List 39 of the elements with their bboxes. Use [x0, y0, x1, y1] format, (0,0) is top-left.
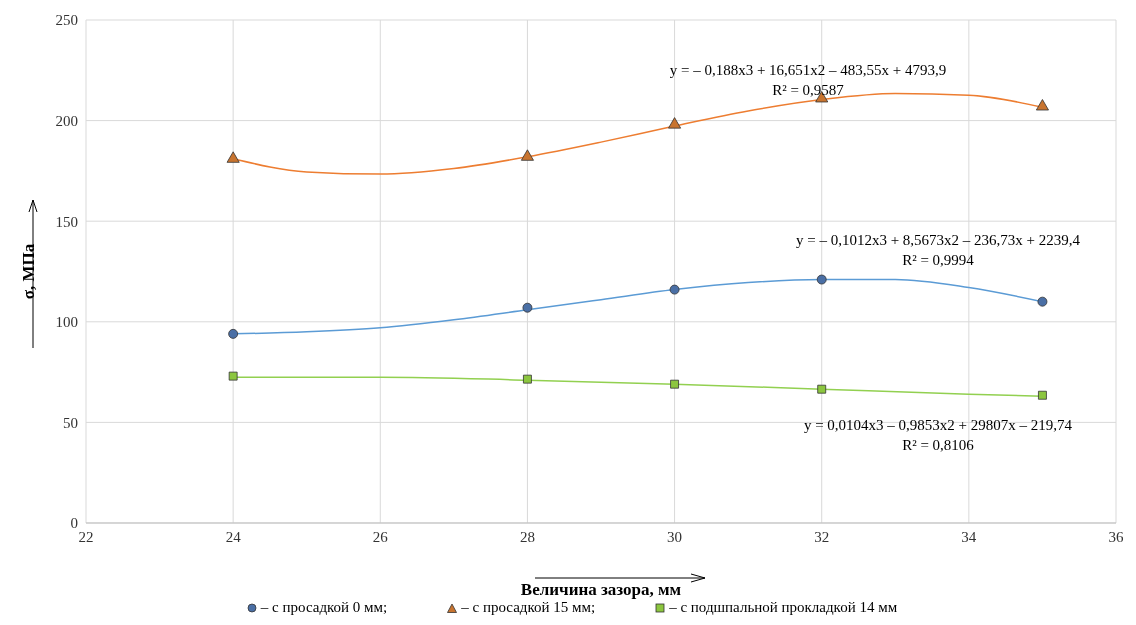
y-tick-label: 150 — [55, 213, 78, 230]
point — [669, 284, 680, 295]
x-axis-title: Величина зазора, мм — [520, 580, 682, 599]
annotation: y = 0,0104x3 – 0,9853x2 + 29807x – 219,74 — [803, 417, 1073, 434]
point — [522, 302, 533, 313]
legend-label: – с просадкой 15 мм; — [460, 599, 596, 616]
annotation: R² = 0,9994 — [902, 252, 974, 269]
point — [668, 117, 682, 129]
x-tick-label: 28 — [519, 528, 535, 545]
annotation: R² = 0,8106 — [902, 437, 974, 454]
x-tick-label: 34 — [961, 528, 977, 545]
y-tick-label: 50 — [63, 414, 78, 431]
y-axis-title: σ, МПа — [19, 243, 39, 300]
point — [523, 374, 532, 384]
y-tick-label: 200 — [55, 112, 78, 129]
point — [1038, 390, 1047, 400]
y-tick-label: 250 — [55, 12, 78, 29]
x-tick-label: 24 — [225, 528, 242, 545]
x-tick-label: 36 — [1108, 528, 1124, 545]
x-tick-label: 30 — [667, 528, 683, 545]
legend-label: – с просадкой 0 мм; — [259, 599, 388, 616]
point — [1035, 99, 1049, 111]
point — [816, 274, 827, 285]
annotation: y = – 0,188x3 + 16,651x2 – 483,55x + 4793,9 — [669, 62, 947, 79]
point — [228, 371, 238, 381]
point — [1037, 296, 1048, 307]
point — [670, 379, 679, 389]
y-tick-label: 0 — [70, 515, 78, 532]
point — [228, 328, 239, 339]
point — [520, 149, 534, 161]
x-tick-label: 22 — [78, 528, 94, 545]
x-tick-label: 32 — [814, 528, 830, 545]
annotation: y = – 0,1012x3 + 8,5673x2 – 236,73x + 2239,4 — [795, 232, 1081, 249]
point — [226, 151, 240, 163]
x-tick-label: 26 — [372, 528, 389, 545]
legend-label: – с подшпальной прокладкой 14 мм — [668, 599, 898, 616]
y-tick-label: 100 — [55, 314, 78, 331]
annotation: R² = 0,9587 — [772, 82, 844, 99]
point — [817, 384, 827, 394]
